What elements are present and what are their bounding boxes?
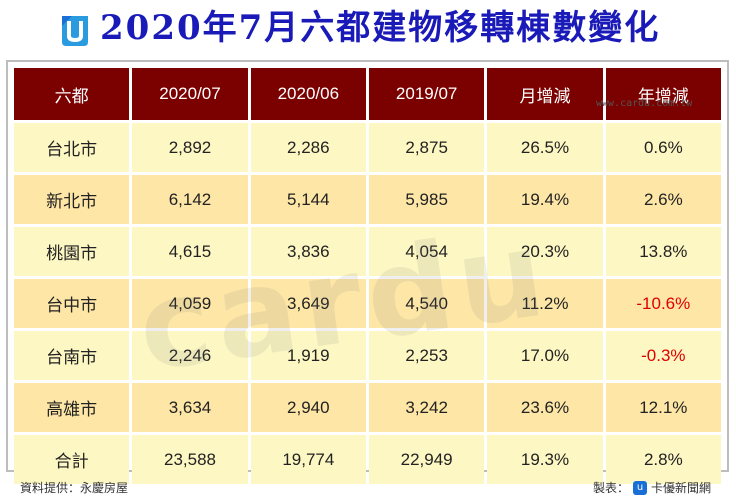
cell-percent: 23.6%: [487, 383, 603, 432]
cell-value: 4,054: [368, 227, 485, 276]
cell-value: 5,985: [368, 175, 485, 224]
footer-maker-name: 卡優新聞網: [651, 481, 712, 495]
cell-value: 2,892: [132, 123, 248, 172]
header-2020-06: 2020/06: [250, 68, 366, 120]
table-row: 新北市 6,142 5,144 5,985 19.4% 2.6%: [14, 175, 721, 224]
cell-value: 23,588: [132, 435, 248, 484]
cardu-logo-icon: [62, 16, 88, 46]
table-row: 台北市 2,892 2,286 2,875 26.5% 0.6%: [14, 123, 721, 172]
footer-maker-label: 製表：: [593, 481, 630, 495]
table-container: 六都 2020/07 2020/06 2019/07 月增減 年增減 台北市 2…: [6, 60, 729, 484]
table-row: 台南市 2,246 1,919 2,253 17.0% -0.3%: [14, 331, 721, 380]
cell-value: 4,540: [368, 279, 485, 328]
table-row: 高雄市 3,634 2,940 3,242 23.6% 12.1%: [14, 383, 721, 432]
cardu-small-logo-icon: u: [633, 480, 648, 495]
cell-value: 2,246: [132, 331, 248, 380]
cell-percent-negative: -10.6%: [605, 279, 721, 328]
url-watermark: www.cardu.com.tw: [596, 98, 693, 109]
cell-value: 3,634: [132, 383, 248, 432]
page-title: 2020年7月六都建物移轉棟數變化: [100, 8, 661, 48]
cell-value: 3,836: [250, 227, 366, 276]
cell-percent-negative: -0.3%: [605, 331, 721, 380]
cell-percent: 17.0%: [487, 331, 603, 380]
cell-city: 桃園市: [14, 227, 130, 276]
cell-value: 4,059: [132, 279, 248, 328]
cell-city: 台北市: [14, 123, 130, 172]
cell-city: 台中市: [14, 279, 130, 328]
cell-value: 2,253: [368, 331, 485, 380]
cell-percent: 20.3%: [487, 227, 603, 276]
cell-city: 新北市: [14, 175, 130, 224]
title-bar: 2020年7月六都建物移轉棟數變化: [0, 0, 736, 60]
header-2020-07: 2020/07: [132, 68, 248, 120]
header-city: 六都: [14, 68, 130, 120]
cell-total-label: 合計: [14, 435, 130, 484]
cell-city: 高雄市: [14, 383, 130, 432]
header-yoy: 年增減: [605, 68, 721, 120]
header-mom: 月增減: [487, 68, 603, 120]
cell-percent: 2.6%: [605, 175, 721, 224]
cell-value: 2,940: [250, 383, 366, 432]
cell-value: 6,142: [132, 175, 248, 224]
footer-maker: 製表： u 卡優新聞網: [593, 479, 711, 496]
cell-value: 1,919: [250, 331, 366, 380]
cell-percent: 26.5%: [487, 123, 603, 172]
cell-value: 4,615: [132, 227, 248, 276]
cell-percent: 12.1%: [605, 383, 721, 432]
cell-value: 3,649: [250, 279, 366, 328]
cell-percent: 13.8%: [605, 227, 721, 276]
cell-value: 3,242: [368, 383, 485, 432]
cell-percent: 11.2%: [487, 279, 603, 328]
transfer-table: 六都 2020/07 2020/06 2019/07 月增減 年增減 台北市 2…: [11, 65, 724, 487]
cell-percent: 2.8%: [605, 435, 721, 484]
cell-percent: 0.6%: [605, 123, 721, 172]
cell-value: 19,774: [250, 435, 366, 484]
cell-value: 5,144: [250, 175, 366, 224]
cell-percent: 19.4%: [487, 175, 603, 224]
header-2019-07: 2019/07: [368, 68, 485, 120]
table-row: 桃園市 4,615 3,836 4,054 20.3% 13.8%: [14, 227, 721, 276]
cell-percent: 19.3%: [487, 435, 603, 484]
table-total-row: 合計 23,588 19,774 22,949 19.3% 2.8%: [14, 435, 721, 484]
footer-source: 資料提供：永慶房屋: [20, 481, 129, 495]
cell-value: 2,875: [368, 123, 485, 172]
cell-city: 台南市: [14, 331, 130, 380]
cell-value: 2,286: [250, 123, 366, 172]
table-header-row: 六都 2020/07 2020/06 2019/07 月增減 年增減: [14, 68, 721, 120]
table-row: 台中市 4,059 3,649 4,540 11.2% -10.6%: [14, 279, 721, 328]
cell-value: 22,949: [368, 435, 485, 484]
